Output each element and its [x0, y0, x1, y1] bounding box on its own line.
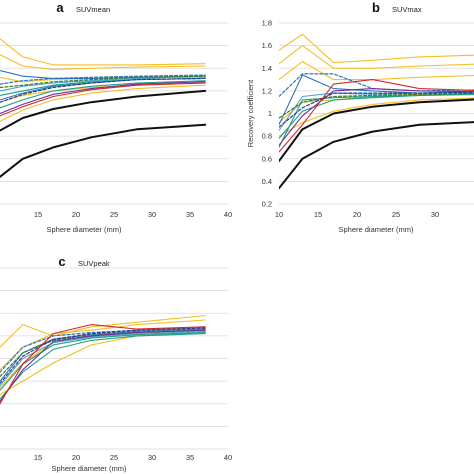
panel-letter: b	[372, 0, 380, 15]
series-line-14	[279, 79, 474, 153]
panel-c: 15 20 25 30 35 40 Sphere diameter (mm) c SUVpeak	[0, 254, 232, 473]
series-line-2	[279, 45, 474, 69]
y-tick-label: 0.8	[262, 132, 272, 141]
series-line-5	[0, 84, 206, 122]
x-tick-label: 40	[224, 210, 232, 219]
series-line-11	[0, 329, 206, 403]
x-tick-label: 10	[275, 210, 283, 219]
panel-b: 10 15 20 25 30 0.2 0.4 0.6 0.8 1 1.2 1.4 1.6 1.8 Spher…	[246, 0, 474, 234]
series-line-5	[279, 97, 474, 137]
series-line-13	[279, 91, 474, 128]
panel-letter: c	[58, 254, 65, 269]
series-line-1	[279, 33, 474, 64]
x-tick-label: 15	[314, 210, 322, 219]
x-tick-label: 20	[353, 210, 361, 219]
panel-letter: a	[56, 0, 64, 15]
y-tick-label: 0.4	[262, 177, 272, 186]
series-line-12	[0, 327, 206, 384]
series-line-11	[0, 80, 206, 109]
series-line-9	[0, 75, 206, 92]
x-tick-label: 30	[148, 210, 156, 219]
y-tick-label: 1	[268, 109, 272, 118]
x-tick-label: 15	[34, 453, 42, 462]
panel-title: SUVmax	[392, 5, 422, 14]
x-tick-label: 35	[186, 210, 194, 219]
grid	[0, 22, 228, 205]
y-tick-label: 0.6	[262, 154, 272, 163]
series-line-8	[0, 74, 206, 85]
x-tick-label: 25	[392, 210, 400, 219]
y-tick-label: 1.4	[262, 64, 272, 73]
series-line-17	[0, 123, 207, 178]
series-line-15	[279, 98, 474, 162]
series-line-4	[0, 331, 206, 396]
series-line-2	[0, 54, 206, 70]
x-tick-label: 25	[110, 453, 118, 462]
x-axis-label: Sphere diameter (mm)	[51, 464, 127, 473]
series-line-11	[279, 92, 474, 119]
series-line-7	[279, 73, 474, 98]
x-tick-label: 30	[148, 453, 156, 462]
series-group	[0, 314, 206, 405]
series-line-8	[0, 331, 206, 391]
x-tick-label: 25	[110, 210, 118, 219]
x-axis-label: Sphere diameter (mm)	[46, 225, 122, 234]
panel-title: SUVpeak	[78, 259, 110, 268]
series-line-16	[279, 121, 474, 190]
series-line-3	[279, 60, 474, 81]
x-axis-label: Sphere diameter (mm)	[338, 225, 414, 234]
y-tick-label: 0.2	[262, 200, 272, 209]
series-line-13	[0, 81, 206, 115]
x-tick-label: 40	[224, 453, 232, 462]
x-tick-label: 20	[72, 453, 80, 462]
x-tick-label: 30	[431, 210, 439, 219]
series-line-12	[0, 75, 206, 89]
series-line-7	[0, 330, 206, 387]
y-tick-label: 1.8	[262, 19, 272, 28]
series-line-1	[0, 38, 206, 66]
series-line-14	[0, 77, 206, 103]
y-axis-label: Recovery coefficient	[246, 79, 255, 147]
x-tick-label: 35	[186, 453, 194, 462]
y-tick-label: 1.2	[262, 86, 272, 95]
series-line-10	[279, 93, 474, 139]
panel-a: 15 20 25 30 35 40 Sphere diameter (mm) a SUVmean	[0, 0, 232, 234]
series-group	[279, 33, 474, 190]
series-line-13	[0, 324, 206, 405]
panel-title: SUVmean	[76, 5, 110, 14]
series-line-12	[279, 88, 474, 146]
x-tick-label: 15	[34, 210, 42, 219]
x-tick-label: 20	[72, 210, 80, 219]
series-group	[0, 38, 207, 178]
series-line-9	[0, 333, 206, 400]
y-tick-label: 1.6	[262, 41, 272, 50]
series-line-15	[0, 82, 206, 117]
series-line-16	[0, 89, 207, 132]
